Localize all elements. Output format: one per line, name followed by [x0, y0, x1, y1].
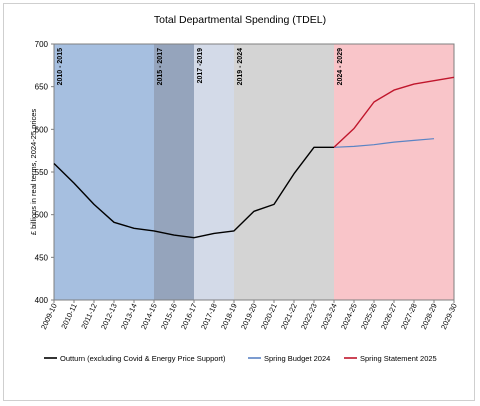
period-label: 2019 - 2024 [237, 48, 244, 85]
y-tick-label: 400 [35, 296, 49, 305]
x-tick-label: 2016-17 [179, 302, 199, 331]
period-band-2 [194, 44, 234, 300]
x-tick-label: 2029-30 [439, 302, 459, 331]
y-tick-label: 600 [35, 125, 49, 134]
period-label: 2015 - 2017 [157, 48, 164, 85]
x-tick-label: 2026-27 [379, 302, 399, 331]
series-line-1 [333, 138, 435, 148]
x-tick-label: 2021-22 [279, 302, 299, 331]
period-band-4 [334, 44, 454, 300]
legend-label-1: Spring Budget 2024 [264, 354, 330, 363]
chart-frame [3, 3, 475, 401]
x-tick-label: 2010-11 [59, 302, 79, 330]
period-label: 2017 -2019 [197, 48, 204, 84]
legend-label-0: Outturn (excluding Covid & Energy Price … [60, 354, 226, 363]
x-tick-label: 2015-16 [159, 302, 179, 331]
y-tick-label: 700 [35, 40, 49, 49]
x-tick-label: 2014-15 [139, 302, 159, 331]
x-tick-label: 2023-24 [319, 302, 339, 331]
period-band-1 [154, 44, 194, 300]
y-tick-label: 450 [35, 253, 49, 262]
x-tick-label: 2027-28 [399, 302, 419, 331]
x-tick-label: 2013-14 [119, 302, 139, 331]
y-axis-label: £ billions in real terms, 2024-25 prices [29, 109, 38, 236]
x-tick-label: 2020-21 [259, 302, 279, 331]
series-line-2 [333, 76, 455, 148]
x-tick-label: 2017-18 [199, 302, 219, 331]
y-tick-label: 500 [35, 211, 49, 220]
period-band-0 [54, 44, 154, 300]
x-tick-label: 2024-25 [339, 302, 359, 331]
x-tick-label: 2009-10 [39, 302, 59, 331]
y-tick-label: 650 [35, 83, 49, 92]
x-tick-label: 2011-12 [79, 302, 99, 330]
period-label: 2024 - 2029 [337, 48, 344, 85]
x-tick-label: 2012-13 [99, 302, 119, 331]
period-label: 2010 - 2015 [57, 48, 64, 85]
x-tick-label: 2028-29 [419, 302, 439, 331]
chart-title: Total Departmental Spending (TDEL) [153, 14, 327, 26]
series-line-0 [53, 146, 334, 239]
legend-label-2: Spring Statement 2025 [360, 354, 437, 363]
x-tick-label: 2018-19 [219, 302, 239, 331]
x-tick-label: 2025-26 [359, 302, 379, 331]
x-tick-label: 2022-23 [299, 302, 319, 331]
y-tick-label: 550 [35, 168, 49, 177]
x-tick-label: 2019-20 [239, 302, 259, 331]
period-band-3 [234, 44, 334, 300]
